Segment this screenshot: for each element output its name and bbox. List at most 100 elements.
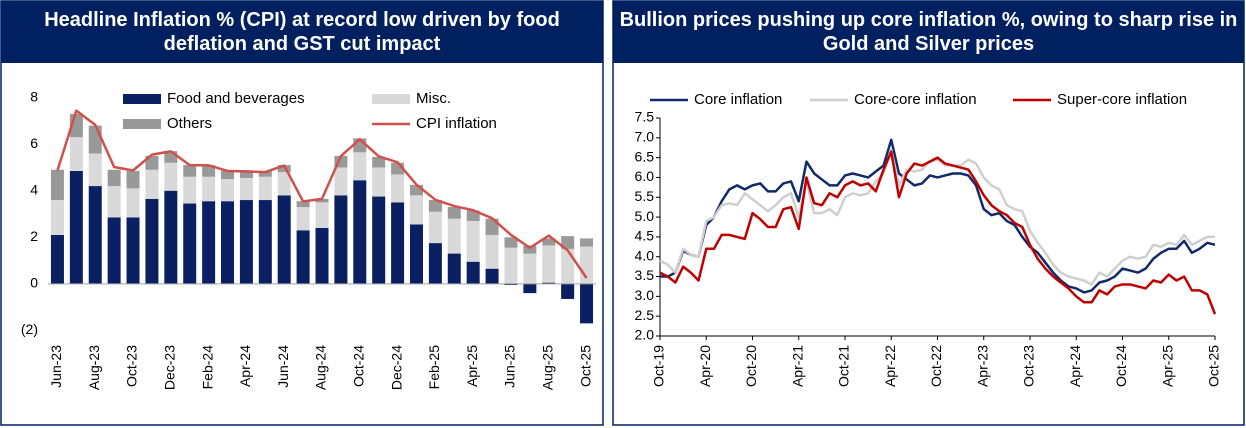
bar (164, 190, 178, 284)
y-tick-label: 3.0 (635, 287, 655, 303)
x-tick-label: Oct-23 (124, 345, 140, 387)
x-tick-label: Oct-24 (1113, 345, 1129, 387)
bar (239, 200, 253, 284)
chart-title: Headline Inflation % (CPI) at record low… (1, 1, 603, 63)
x-tick-label: Apr-25 (1159, 345, 1175, 387)
bar (485, 268, 499, 284)
bar (69, 170, 83, 284)
bar (523, 253, 537, 284)
bar (334, 167, 348, 196)
legend-label: Super-core inflation (1057, 91, 1187, 108)
x-tick-label: Dec-24 (388, 345, 404, 390)
x-tick-label: Oct-19 (651, 345, 667, 387)
legend-swatch (123, 94, 161, 104)
y-tick-label: (2) (21, 321, 38, 337)
x-tick-label: Oct-25 (577, 345, 593, 387)
x-tick-label: Feb-24 (199, 345, 215, 390)
y-tick-label: 8 (30, 88, 38, 104)
bar (88, 125, 102, 154)
x-tick-label: Apr-22 (882, 345, 898, 387)
x-tick-label: Oct-20 (743, 345, 759, 387)
bar (409, 195, 423, 225)
bar (126, 188, 140, 218)
bar (561, 283, 575, 299)
x-tick-label: Apr-20 (697, 345, 713, 387)
y-tick-label: 4.5 (635, 228, 655, 244)
x-tick-label: Aug-24 (313, 345, 329, 390)
bar (296, 230, 310, 284)
bar (296, 201, 310, 208)
line (659, 148, 1215, 286)
bar (221, 179, 235, 202)
bar (315, 202, 329, 228)
bar (353, 152, 367, 181)
legend-swatch (372, 94, 410, 104)
y-tick-label: 6.5 (635, 148, 655, 164)
x-tick-label: Feb-25 (426, 345, 442, 390)
bar (561, 248, 575, 284)
bar (504, 247, 518, 284)
x-tick-label: Jun-24 (275, 345, 291, 388)
bar (221, 201, 235, 284)
x-tick-label: Jun-23 (48, 345, 64, 388)
y-tick-label: 3.5 (635, 267, 655, 283)
bar (391, 202, 405, 284)
bar (391, 174, 405, 203)
bar (485, 234, 499, 269)
bar (277, 172, 291, 196)
bar (239, 177, 253, 201)
y-tick-label: 5.0 (635, 208, 655, 224)
legend-label: CPI inflation (416, 115, 497, 132)
bar (107, 217, 121, 284)
bar (372, 196, 386, 284)
bar (145, 198, 159, 284)
legend-label: Others (167, 115, 212, 132)
y-tick-label: 2.0 (635, 327, 655, 343)
bar (353, 180, 367, 284)
bar (428, 243, 442, 284)
bar (202, 176, 216, 202)
bar (164, 162, 178, 191)
y-tick-label: 4 (30, 181, 38, 197)
bar (391, 162, 405, 175)
x-tick-label: Oct-21 (836, 345, 852, 387)
bar (580, 246, 594, 284)
bar (523, 245, 537, 254)
bar (542, 282, 556, 284)
bar (50, 169, 64, 201)
bar (372, 156, 386, 168)
bar (183, 203, 197, 284)
bar (164, 151, 178, 163)
y-tick-label: 4.0 (635, 247, 655, 263)
bar (202, 165, 216, 177)
bar (88, 186, 102, 284)
bar (523, 283, 537, 294)
y-tick-label: 5.5 (635, 188, 655, 204)
line (660, 138, 1216, 294)
x-tick-label: Apr-24 (237, 345, 253, 387)
bar (504, 237, 518, 248)
bar (334, 195, 348, 284)
x-tick-label: Oct-22 (928, 345, 944, 387)
line (659, 150, 1217, 315)
x-tick-label: Oct-25 (1206, 345, 1222, 387)
bar (202, 201, 216, 284)
bar (296, 207, 310, 231)
bar (88, 153, 102, 187)
bar (428, 200, 442, 212)
y-tick-label: 6.0 (635, 168, 655, 184)
bar (466, 261, 480, 284)
x-tick-label: Aug-23 (86, 345, 102, 390)
bar (50, 234, 64, 284)
chart-title: Bullion prices pushing up core inflation… (613, 1, 1244, 63)
bar (258, 200, 272, 284)
bar (126, 217, 140, 284)
bar (239, 170, 253, 178)
bar (504, 283, 518, 285)
legend-swatch (123, 119, 161, 129)
bar (561, 236, 575, 249)
x-tick-label: Apr-25 (464, 345, 480, 387)
legend-label: Misc. (416, 90, 451, 107)
y-tick-label: 2 (30, 228, 38, 244)
